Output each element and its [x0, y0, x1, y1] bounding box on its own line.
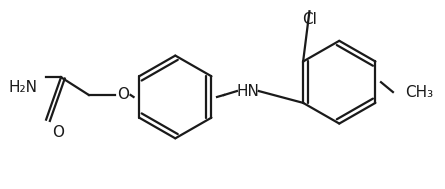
Text: HN: HN [236, 84, 259, 98]
Text: O: O [52, 125, 64, 140]
Text: H₂N: H₂N [9, 80, 38, 95]
Text: Cl: Cl [302, 12, 317, 27]
Text: O: O [117, 88, 129, 102]
Text: CH₃: CH₃ [405, 84, 433, 100]
